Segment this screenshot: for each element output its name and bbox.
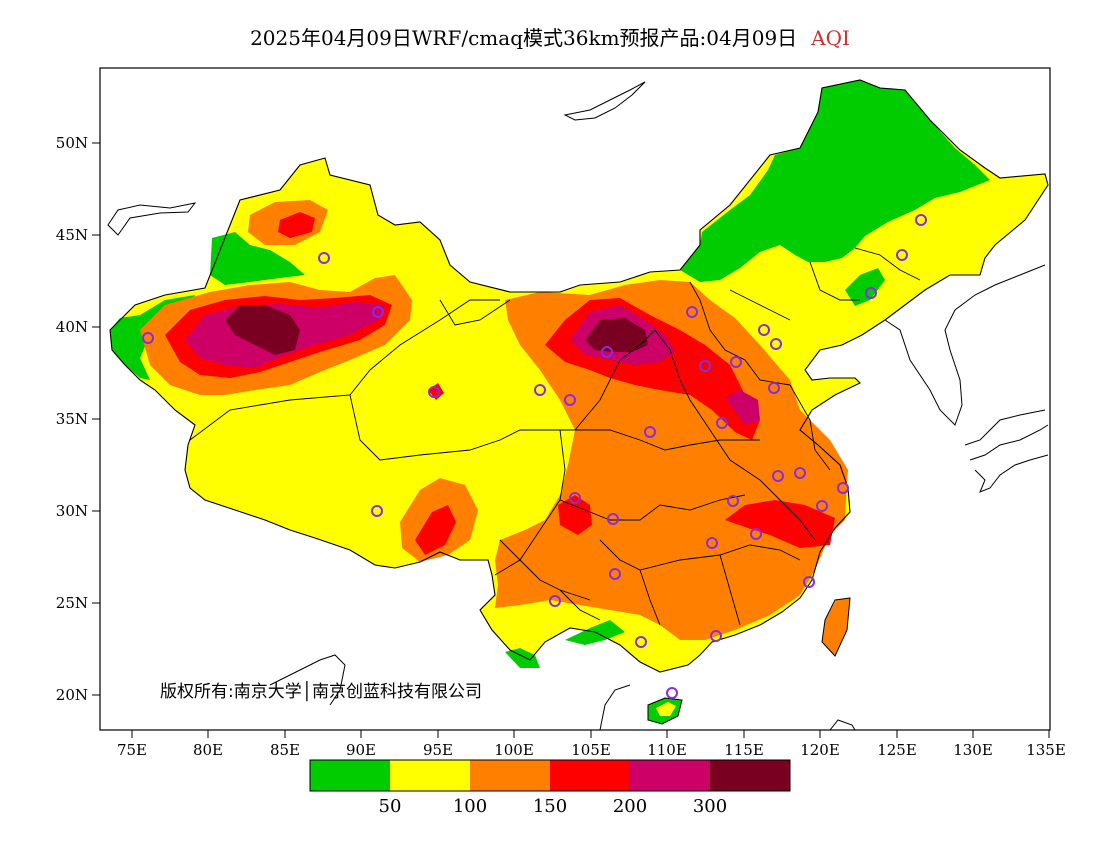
lat-label-35: 35N (56, 410, 88, 428)
central-china-orange-area (495, 280, 848, 640)
station-marker (730, 356, 742, 368)
station-marker (686, 306, 698, 318)
dzungaria-good-area (210, 232, 305, 285)
yunnan-red-area (415, 505, 456, 555)
hainan-moderate-area (656, 702, 676, 716)
legend-label-50: 50 (379, 796, 402, 817)
station-marker (428, 386, 440, 398)
neighbor-coastlines (107, 81, 1049, 730)
station-marker (607, 513, 619, 525)
lon-label-130: 130E (953, 741, 993, 759)
legend-swatch-good (310, 760, 390, 791)
legend-swatch-very-unhealthy (630, 760, 710, 791)
lon-label-100: 100E (494, 741, 534, 759)
map-layers: 版权所有:南京大学│南京创蓝科技有限公司 (107, 79, 1049, 730)
liaoning-good-patch (845, 268, 885, 306)
legend-label-150: 150 (533, 796, 567, 817)
station-marker (564, 394, 576, 406)
china-border (109, 79, 1049, 673)
jiangxi-red-area (725, 500, 835, 548)
station-marker (716, 417, 728, 429)
lon-label-120: 120E (800, 741, 840, 759)
title-text: 2025年04月09日WRF/cmaq模式36km预报产品:04月09日 (250, 26, 798, 50)
lat-label-50: 50N (56, 134, 88, 152)
station-marker (770, 338, 782, 350)
lon-label-75: 75E (117, 741, 147, 759)
station-marker (601, 346, 613, 358)
station-marker (837, 482, 849, 494)
aqi-legend: 50 100 150 200 300 (309, 759, 791, 817)
station-marker (635, 636, 647, 648)
lon-labels: 75E 80E 85E 90E 95E 100E 105E 110E 115E … (117, 741, 1066, 759)
station-marker (710, 630, 722, 642)
legend-swatch-unhealthy (550, 760, 630, 791)
lat-label-20: 20N (56, 686, 88, 704)
station-marker (569, 492, 581, 504)
station-marker (666, 687, 678, 699)
sichuan-red-area (558, 495, 592, 535)
station-marker (609, 568, 621, 580)
tarim-hazardous-area (225, 305, 300, 355)
legend-label-200: 200 (613, 796, 647, 817)
station-marker (372, 306, 384, 318)
title-variable: AQI (811, 26, 850, 50)
map-title: 2025年04月09日WRF/cmaq模式36km预报产品:04月09日 AQI (0, 22, 1100, 51)
lat-label-45: 45N (56, 226, 88, 244)
dzungaria-red-area (278, 212, 315, 238)
station-marker (727, 495, 739, 507)
lat-label-40: 40N (56, 318, 88, 336)
station-marker (816, 500, 828, 512)
station-marker (896, 249, 908, 261)
legend-swatch-hazardous (710, 760, 790, 791)
lon-label-85: 85E (270, 741, 300, 759)
lat-label-25: 25N (56, 594, 88, 612)
station-marker (768, 382, 780, 394)
taiwan-orange-area (822, 598, 850, 656)
station-marker (142, 332, 154, 344)
legend-swatch-sensitive (470, 760, 550, 791)
south-good-area (505, 648, 540, 668)
lon-label-105: 105E (571, 741, 611, 759)
hebei-purple-area (725, 390, 760, 425)
lat-ticks (92, 142, 100, 696)
province-boundaries (189, 247, 921, 626)
station-marker (772, 470, 784, 482)
station-marker (865, 287, 877, 299)
lon-ticks (131, 730, 1050, 738)
lon-label-95: 95E (423, 741, 453, 759)
copyright-text: 版权所有:南京大学│南京创蓝科技有限公司 (160, 681, 482, 702)
station-markers (142, 214, 927, 699)
lon-label-125: 125E (877, 741, 917, 759)
legend-swatch-moderate (390, 760, 470, 791)
station-marker (803, 576, 815, 588)
station-marker (915, 214, 927, 226)
lat-labels: 20N 25N 30N 35N 40N 45N 50N (56, 134, 88, 704)
station-marker (750, 528, 762, 540)
lat-label-30: 30N (56, 502, 88, 520)
station-marker (758, 324, 770, 336)
lon-label-80: 80E (193, 741, 223, 759)
legend-frame (309, 759, 791, 792)
lon-label-135: 135E (1026, 741, 1066, 759)
station-marker (371, 505, 383, 517)
station-marker (644, 426, 656, 438)
legend-label-300: 300 (693, 796, 727, 817)
station-marker (318, 252, 330, 264)
station-marker (534, 384, 546, 396)
map-frame (99, 67, 1051, 731)
lon-label-90: 90E (346, 741, 376, 759)
lon-label-115: 115E (724, 741, 764, 759)
northeast-good-area (680, 80, 990, 282)
station-marker (549, 595, 561, 607)
station-marker (706, 537, 718, 549)
station-marker (794, 467, 806, 479)
legend-label-100: 100 (453, 796, 487, 817)
ordos-hazardous-area (585, 318, 648, 352)
lon-label-110: 110E (647, 741, 687, 759)
station-marker (699, 360, 711, 372)
